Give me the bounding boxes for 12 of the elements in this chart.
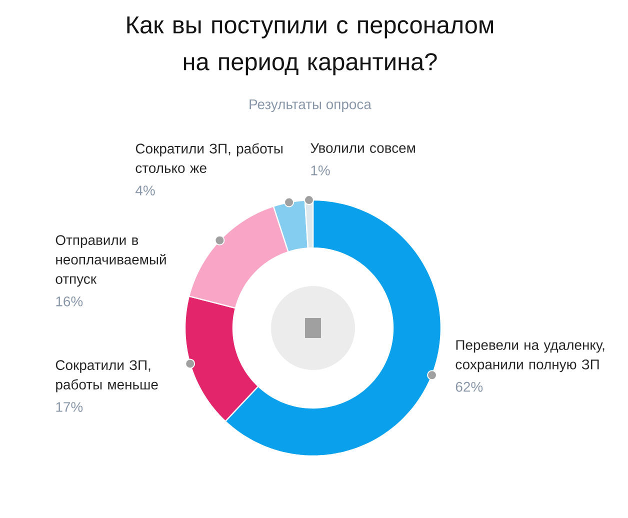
data-label: 17% — [56, 402, 83, 412]
data-label: 1% — [311, 166, 330, 176]
chart-title: Как вы поступили с персоналом на период карантина? — [127, 16, 494, 76]
data-label: 62% — [456, 382, 483, 392]
slice-label: Отправили в неоплачиваемый отпуск — [56, 235, 166, 287]
slice-label: Сократили ЗП, работы меньше — [56, 360, 158, 392]
slice-label: Уволили совсем — [310, 143, 415, 153]
chart-subtitle: Результаты опроса — [250, 100, 372, 112]
data-label: 16% — [56, 296, 83, 306]
slice-label: Сократили ЗП, работы столько же — [136, 143, 282, 173]
slice-label: Перевели на удаленку, сохранили полную ЗП — [456, 340, 604, 372]
data-label: 4% — [136, 186, 155, 196]
